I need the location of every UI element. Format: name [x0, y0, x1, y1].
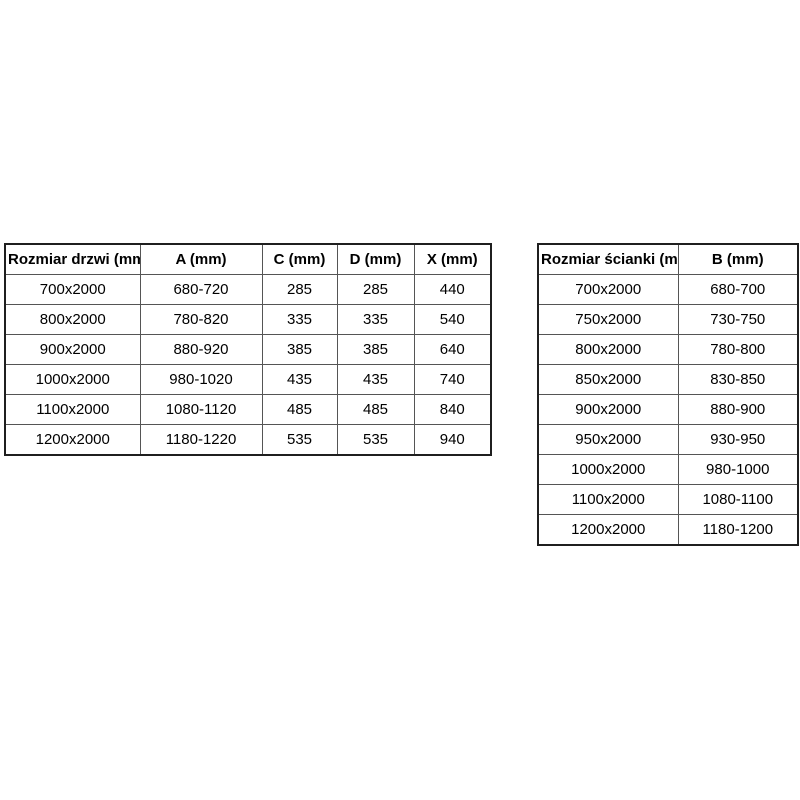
table-cell: 780-800 — [677, 334, 799, 365]
table-cell: 680-720 — [139, 274, 263, 305]
table-cell: 1100x2000 — [4, 394, 141, 425]
table-cell: 1180-1220 — [139, 424, 263, 456]
table-cell: 750x2000 — [537, 304, 679, 335]
wall-sizes-table-head: Rozmiar ścianki (mm)B (mm) — [537, 243, 799, 275]
column-header: B (mm) — [677, 243, 799, 275]
table-cell: 940 — [413, 424, 492, 456]
table-cell: 840 — [413, 394, 492, 425]
table-row: 800x2000 780-800 — [537, 334, 799, 365]
table-row: 800x2000 780-820 335 335 540 — [4, 304, 492, 335]
table-row: 850x2000 830-850 — [537, 364, 799, 395]
table-cell: 1080-1120 — [139, 394, 263, 425]
table-cell: 740 — [413, 364, 492, 395]
table-cell: 930-950 — [677, 424, 799, 455]
table-cell: 1180-1200 — [677, 514, 799, 546]
table-row: 700x2000 680-720 285 285 440 — [4, 274, 492, 305]
table-row: 1200x2000 1180-1220 535 535 940 — [4, 424, 492, 456]
table-cell: 800x2000 — [4, 304, 141, 335]
table-cell: 335 — [261, 304, 338, 335]
table-cell: 385 — [261, 334, 338, 365]
table-cell: 980-1020 — [139, 364, 263, 395]
table-cell: 900x2000 — [537, 394, 679, 425]
table-cell: 1200x2000 — [4, 424, 141, 456]
table-cell: 1000x2000 — [4, 364, 141, 395]
table-row: 1100x2000 1080-1120 485 485 840 — [4, 394, 492, 425]
table-cell: 435 — [261, 364, 338, 395]
table-cell: 1080-1100 — [677, 484, 799, 515]
column-header: A (mm) — [139, 243, 263, 275]
table-cell: 285 — [336, 274, 415, 305]
column-header: D (mm) — [336, 243, 415, 275]
table-cell: 880-900 — [677, 394, 799, 425]
table-row: 1000x2000 980-1000 — [537, 454, 799, 485]
table-cell: 385 — [336, 334, 415, 365]
table-cell: 285 — [261, 274, 338, 305]
table-cell: 540 — [413, 304, 492, 335]
door-sizes-table-head: Rozmiar drzwi (mm) A (mm) C (mm) D (mm) X (m… — [4, 243, 492, 275]
table-cell: 700x2000 — [537, 274, 679, 305]
table-cell: 830-850 — [677, 364, 799, 395]
table-row: 900x2000 880-900 — [537, 394, 799, 425]
table-cell: 1000x2000 — [537, 454, 679, 485]
table-cell: 730-750 — [677, 304, 799, 335]
table-row: 1100x2000 1080-1100 — [537, 484, 799, 515]
door-sizes-table-body: 700x2000 680-720 285 285 440 800x2000 780-820 3… — [4, 274, 492, 456]
table-row: 1000x2000 980-1020 435 435 740 — [4, 364, 492, 395]
door-sizes-table: Rozmiar drzwi (mm) A (mm) C (mm) D (mm) X (m… — [4, 243, 492, 456]
table-cell: 880-920 — [139, 334, 263, 365]
column-header: Rozmiar ścianki (mm) — [537, 243, 679, 275]
table-row: 1200x2000 1180-1200 — [537, 514, 799, 546]
wall-sizes-table-body: 700x2000 680-700 750x2000 730-750 800x2000 78… — [537, 274, 799, 546]
wall-sizes-table: Rozmiar ścianki (mm)B (mm) 700x2000680-7… — [537, 243, 799, 546]
table-row: 900x2000 880-920 385 385 640 — [4, 334, 492, 365]
table-cell: 980-1000 — [677, 454, 799, 485]
column-header: C (mm) — [261, 243, 338, 275]
table-cell: 900x2000 — [4, 334, 141, 365]
table-row: 700x2000 680-700 — [537, 274, 799, 305]
table-cell: 950x2000 — [537, 424, 679, 455]
column-header: Rozmiar drzwi (mm) — [4, 243, 141, 275]
table-cell: 800x2000 — [537, 334, 679, 365]
table-cell: 680-700 — [677, 274, 799, 305]
table-cell: 440 — [413, 274, 492, 305]
table-cell: 1200x2000 — [537, 514, 679, 546]
table-cell: 485 — [336, 394, 415, 425]
table-cell: 640 — [413, 334, 492, 365]
table-cell: 700x2000 — [4, 274, 141, 305]
table-cell: 1100x2000 — [537, 484, 679, 515]
table-cell: 780-820 — [139, 304, 263, 335]
table-cell: 435 — [336, 364, 415, 395]
header-row: Rozmiar drzwi (mm) A (mm) C (mm) D (mm) X (m… — [4, 243, 492, 275]
table-cell: 535 — [336, 424, 415, 456]
table-cell: 335 — [336, 304, 415, 335]
table-cell: 535 — [261, 424, 338, 456]
column-header: X (mm) — [413, 243, 492, 275]
table-cell: 485 — [261, 394, 338, 425]
table-row: 950x2000 930-950 — [537, 424, 799, 455]
header-row: Rozmiar ścianki (mm)B (mm) — [537, 243, 799, 275]
table-cell: 850x2000 — [537, 364, 679, 395]
table-row: 750x2000 730-750 — [537, 304, 799, 335]
